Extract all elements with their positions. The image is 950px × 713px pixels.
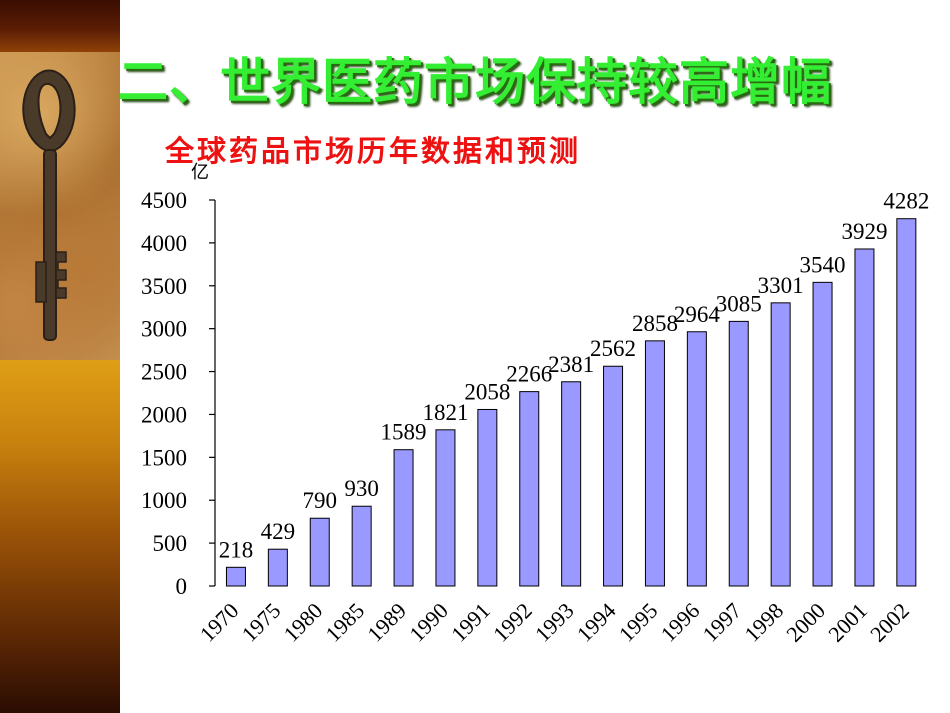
data-labels: 218 429 790 930 1589182120582266238125622858… — [219, 189, 930, 563]
data-label: 2562 — [590, 336, 636, 361]
bar — [854, 248, 875, 587]
data-label: 1589 — [381, 420, 427, 445]
data-label: 790 — [303, 488, 338, 513]
bar — [477, 408, 498, 587]
data-label: 3540 — [800, 252, 846, 277]
bar — [686, 331, 707, 587]
x-tick-label: 1997 — [697, 598, 746, 647]
x-tick-label: 1980 — [278, 598, 327, 647]
data-label: 2381 — [548, 352, 594, 377]
y-tick-label: 2000 — [141, 402, 187, 427]
x-tick-label: 1975 — [237, 598, 286, 647]
data-label: 2266 — [506, 362, 552, 387]
y-tick-label: 0 — [176, 574, 188, 599]
x-tick-label: 2000 — [781, 598, 830, 647]
x-tick-label: 1995 — [614, 598, 663, 647]
data-label: 930 — [344, 476, 379, 501]
bar — [309, 517, 330, 587]
y-tick-label: 2500 — [141, 360, 187, 385]
bar — [561, 381, 582, 587]
bar — [728, 320, 749, 587]
y-tick-label: 500 — [153, 531, 188, 556]
key-photo — [0, 52, 120, 360]
bar — [351, 505, 372, 587]
x-axis-labels: 1970197519801985198919901991199219931994… — [195, 598, 914, 647]
y-tick-label: 4500 — [141, 188, 187, 213]
chart-title: 全球药品市场历年数据和预测 — [165, 134, 582, 168]
x-tick-label: 1993 — [530, 598, 579, 647]
x-tick-label: 1996 — [656, 598, 705, 647]
data-label: 429 — [261, 519, 296, 544]
x-tick-label: 1998 — [739, 598, 788, 647]
bar — [519, 391, 540, 587]
bar — [603, 365, 624, 587]
bar — [644, 340, 665, 587]
y-axis-unit: 亿 — [191, 162, 209, 183]
bar — [435, 429, 456, 587]
data-label: 4282 — [883, 189, 929, 214]
bar — [812, 281, 833, 587]
bar — [225, 566, 246, 587]
data-label: 3301 — [758, 273, 804, 298]
y-tick-label: 4000 — [141, 231, 187, 256]
bar — [393, 449, 414, 587]
y-axis: 0 500 1000 1500 2000 2500 3000 3500 4000 4500 — [141, 188, 216, 599]
x-tick-label: 1992 — [488, 598, 537, 647]
x-tick-label: 1970 — [195, 598, 244, 647]
data-label: 2964 — [674, 302, 721, 327]
bar — [770, 302, 791, 587]
x-tick-label: 1990 — [404, 598, 453, 647]
x-tick-label: 1989 — [362, 598, 411, 647]
bar — [267, 548, 288, 587]
x-tick-label: 2001 — [823, 598, 872, 647]
x-tick-label: 1991 — [446, 598, 495, 647]
data-label: 2058 — [464, 379, 510, 404]
y-tick-label: 3000 — [141, 317, 187, 342]
data-label: 3085 — [716, 291, 762, 316]
y-tick-label: 3500 — [141, 274, 187, 299]
bar — [896, 218, 917, 587]
bars — [225, 218, 917, 587]
y-tick-label: 1000 — [141, 488, 187, 513]
data-label: 2858 — [632, 311, 678, 336]
x-tick-label: 1985 — [320, 598, 369, 647]
data-label: 3929 — [841, 219, 887, 244]
data-label: 1821 — [422, 400, 468, 425]
key-icon — [22, 69, 76, 341]
x-tick-label: 2002 — [865, 598, 914, 647]
data-label: 218 — [219, 537, 254, 562]
page-title: 二、世界医药市场保持较高增幅 — [118, 53, 832, 111]
x-tick-label: 1994 — [572, 598, 621, 647]
y-tick-label: 1500 — [141, 445, 187, 470]
